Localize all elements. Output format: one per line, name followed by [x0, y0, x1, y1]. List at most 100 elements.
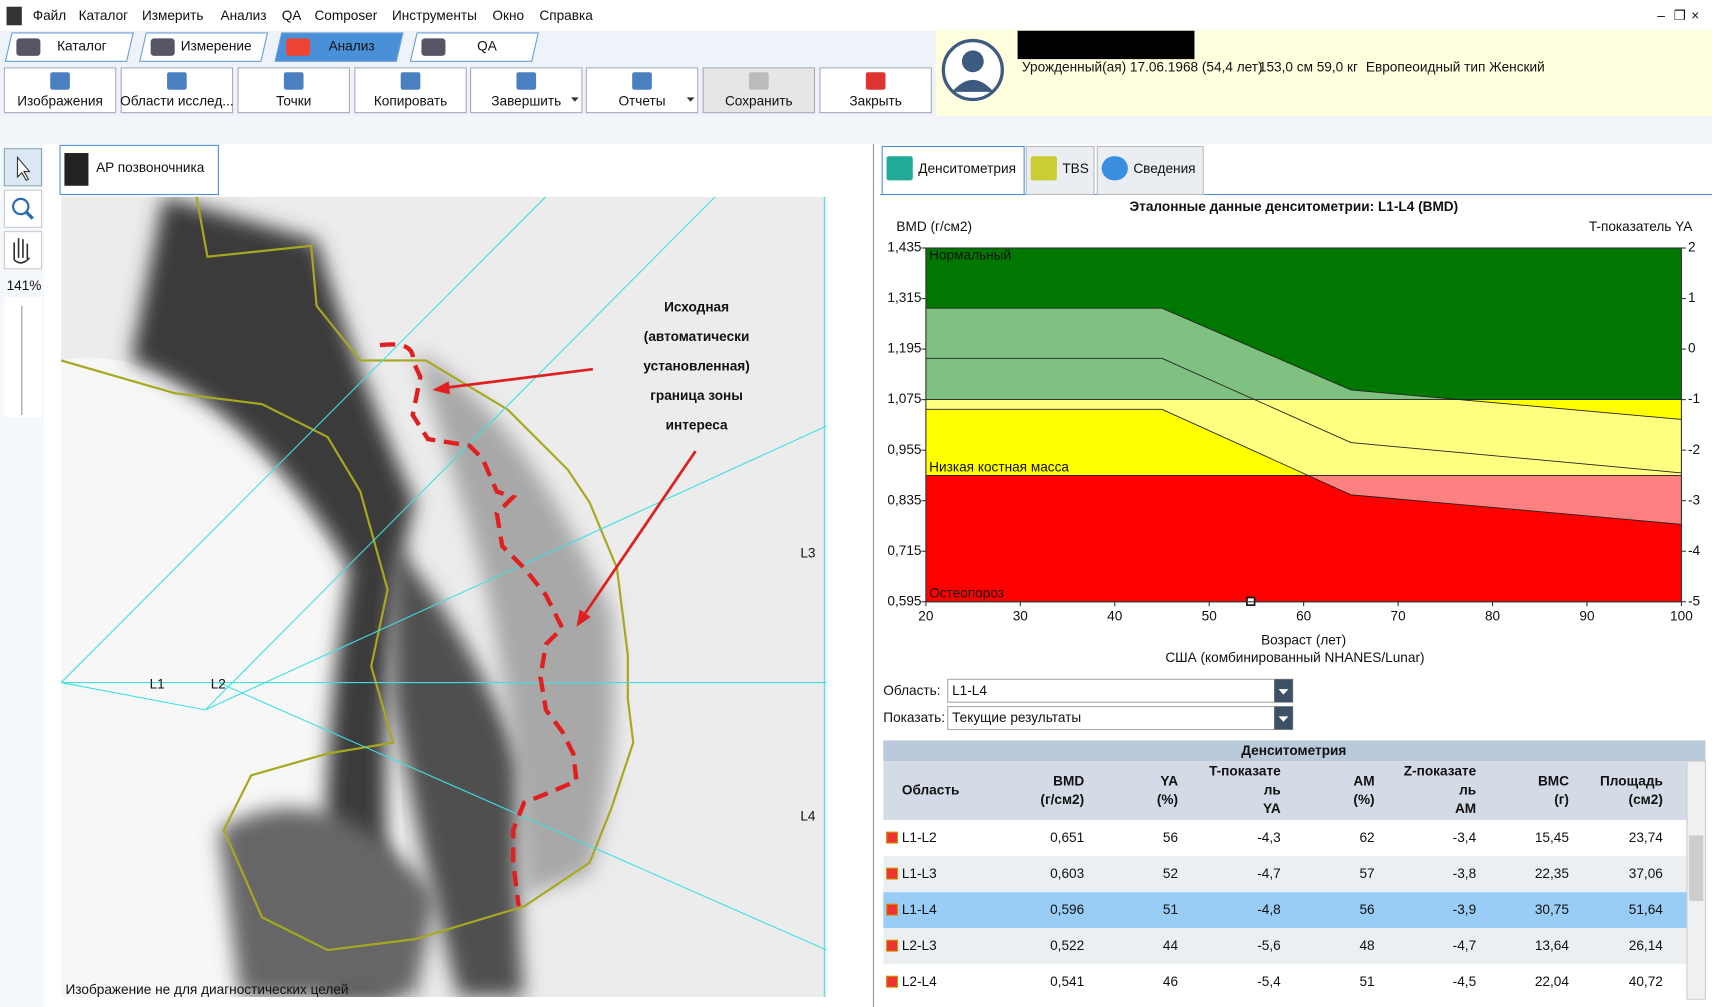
table-cell: 0,651 — [1050, 830, 1084, 845]
restore[interactable]: ❐ — [1674, 8, 1686, 23]
table-cell: -4,8 — [1257, 902, 1280, 917]
avatar-head — [962, 50, 984, 72]
y-tick-label: 0,835 — [887, 492, 921, 507]
table-cell: -5,4 — [1257, 974, 1281, 989]
toolbar-icon — [401, 72, 421, 89]
zone-label: Нормальный — [929, 247, 1011, 262]
menu-item[interactable]: Файл — [33, 8, 67, 23]
x-tick-label: 20 — [918, 609, 934, 624]
zoom-tool[interactable] — [4, 190, 41, 227]
y2-tick-label: 0 — [1688, 341, 1696, 356]
spine-thumb — [64, 153, 88, 186]
tool-column — [0, 144, 44, 1007]
annotation-line: (автоматически — [644, 329, 750, 344]
row-icon — [887, 832, 898, 843]
mode-tab-label: Каталог — [57, 39, 107, 54]
column-header: YA — [1263, 801, 1281, 816]
result-tab-label: TBS — [1062, 161, 1089, 176]
result-tab-icon — [887, 156, 913, 180]
redacted-name — [1018, 31, 1195, 59]
toolbar-icon — [284, 72, 304, 89]
y-tick-label: 0,595 — [887, 593, 921, 608]
vertebra-label: L3 — [800, 545, 815, 560]
scroll-thumb[interactable] — [1689, 835, 1703, 901]
result-tab-label: Денситометрия — [918, 161, 1016, 176]
vertebra-label: L2 — [211, 676, 226, 691]
y-tick-label: 0,955 — [887, 442, 921, 457]
region-select[interactable] — [948, 679, 1293, 702]
table-cell: L2-L3 — [902, 938, 937, 953]
image-footer: Изображение не для диагностических целей — [66, 982, 349, 997]
toolbar-label: Завершить — [491, 93, 561, 108]
close-window[interactable]: × — [1691, 8, 1699, 23]
column-header: Площадь — [1600, 774, 1663, 789]
y2-tick-label: 2 — [1688, 240, 1696, 255]
mode-tab-label: Анализ — [329, 39, 375, 54]
table-cell: 48 — [1359, 938, 1374, 953]
column-header: BMC — [1538, 774, 1569, 789]
menu-item[interactable]: Справка — [539, 8, 593, 23]
zoom-level: 141% — [7, 278, 42, 293]
patient-type: Европеоидный тип Женский — [1366, 59, 1545, 74]
vertebra-label: L4 — [800, 808, 816, 823]
mode-icon — [151, 38, 175, 55]
menu-item[interactable]: Каталог — [79, 8, 129, 23]
table-cell: -5,6 — [1257, 938, 1280, 953]
table-cell: L1-L2 — [902, 830, 937, 845]
table-cell: -3,8 — [1453, 866, 1476, 881]
patient-body: 153,0 см 59,0 кг — [1259, 59, 1358, 74]
vertebra-label: L1 — [150, 676, 165, 691]
menu-item[interactable]: Окно — [492, 8, 524, 23]
table-cell: 44 — [1163, 938, 1179, 953]
result-tab-label: Сведения — [1133, 161, 1195, 176]
image-tab-label: AP позвоночника — [96, 160, 205, 175]
region-label: Область: — [883, 683, 940, 698]
result-tab-icon — [1102, 156, 1128, 180]
table-cell: -4,7 — [1453, 938, 1476, 953]
menu-item[interactable]: Анализ — [221, 8, 267, 23]
table-cell: 52 — [1163, 866, 1178, 881]
x-tick-label: 90 — [1579, 609, 1595, 624]
toolbar-icon — [632, 72, 652, 89]
mode-icon — [16, 38, 40, 55]
column-header: AM — [1455, 801, 1476, 816]
table-cell: 37,06 — [1629, 866, 1663, 881]
toolbar-icon — [749, 72, 769, 89]
x-tick-label: 40 — [1107, 609, 1123, 624]
menu-item[interactable]: Инструменты — [392, 8, 477, 23]
annotation-line: граница зоны — [650, 388, 743, 403]
column-header: ль — [1459, 782, 1476, 797]
result-tab-icon — [1031, 156, 1057, 180]
chart-title: Эталонные данные денситометрии: L1-L4 (B… — [1129, 199, 1458, 214]
column-header: (%) — [1157, 792, 1178, 807]
row-icon — [887, 904, 898, 915]
toolbar-label: Закрыть — [849, 93, 901, 108]
table-cell: 56 — [1359, 902, 1374, 917]
patient-birth: Урожденный(ая) 17.06.1968 (54,4 лет) — [1022, 59, 1263, 74]
toolbar-label: Отчеты — [618, 93, 665, 108]
table-cell: L1-L4 — [902, 902, 937, 917]
table-cell: 26,14 — [1629, 938, 1664, 953]
annotation-line: Исходная — [664, 300, 729, 315]
app-icon — [7, 7, 22, 26]
toolbar-label: Точки — [276, 93, 311, 108]
toolbar-label: Изображения — [17, 93, 103, 108]
x-tick-label: 30 — [1013, 609, 1029, 624]
menu-item[interactable]: Composer — [314, 8, 377, 23]
zoom-slider-bg — [4, 297, 41, 417]
x-tick-label: 50 — [1202, 609, 1218, 624]
x-tick-label: 70 — [1391, 609, 1407, 624]
table-cell: 0,541 — [1050, 974, 1084, 989]
minimize[interactable]: – — [1657, 8, 1665, 23]
spacer-bar — [0, 116, 1712, 144]
column-header: BMD — [1053, 774, 1084, 789]
row-icon — [887, 940, 898, 951]
column-header: (г/см2) — [1040, 792, 1084, 807]
menu-item[interactable]: QA — [282, 8, 303, 23]
annotation-line: установленная) — [643, 359, 749, 374]
show-label: Показать: — [883, 710, 945, 725]
menu-item[interactable]: Измерить — [142, 8, 204, 23]
row-icon — [887, 868, 898, 879]
column-header: Z-показате — [1404, 764, 1477, 779]
toolbar-icon — [50, 72, 70, 89]
